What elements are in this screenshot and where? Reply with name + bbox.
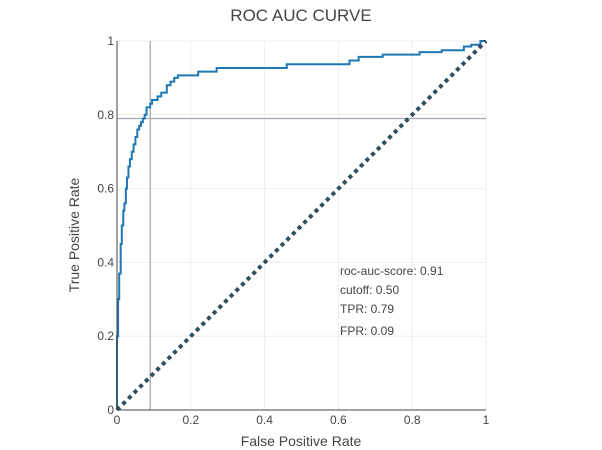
roc-curve-line <box>116 40 486 410</box>
x-tick-label: 0.4 <box>256 413 273 427</box>
crosshair-lines <box>117 41 486 410</box>
y-tick-label: 1 <box>107 34 114 48</box>
y-tick-label: 0.8 <box>97 108 114 122</box>
x-tick-label: 0 <box>114 413 121 427</box>
annotation-fpr: FPR: 0.09 <box>340 324 394 338</box>
gridlines <box>117 40 487 410</box>
y-tick-label: 0.4 <box>97 255 114 269</box>
chart-title: ROC AUC CURVE <box>230 6 371 25</box>
tick-labels: 0 0.2 0.4 0.6 0.8 1 0 0.2 0.4 0.6 0.8 1 <box>97 34 489 427</box>
x-tick-label: 0.2 <box>182 413 199 427</box>
y-tick-label: 0 <box>107 403 114 417</box>
annotations: roc-auc-score: 0.91 cutoff: 0.50 TPR: 0.… <box>340 264 444 338</box>
y-axis-title: True Positive Rate <box>66 177 82 292</box>
x-tick-label: 1 <box>483 413 490 427</box>
annotation-roc-auc-score: roc-auc-score: 0.91 <box>340 264 444 278</box>
annotation-cutoff: cutoff: 0.50 <box>340 283 399 297</box>
chance-diagonal-line <box>115 39 488 412</box>
x-axis-title: False Positive Rate <box>241 433 362 449</box>
y-tick-label: 0.2 <box>97 329 114 343</box>
series-lines <box>115 39 488 412</box>
x-tick-label: 0.6 <box>330 413 347 427</box>
x-tick-label: 0.8 <box>404 413 421 427</box>
y-tick-label: 0.6 <box>97 182 114 196</box>
axes <box>116 41 486 411</box>
annotation-tpr: TPR: 0.79 <box>340 302 394 316</box>
